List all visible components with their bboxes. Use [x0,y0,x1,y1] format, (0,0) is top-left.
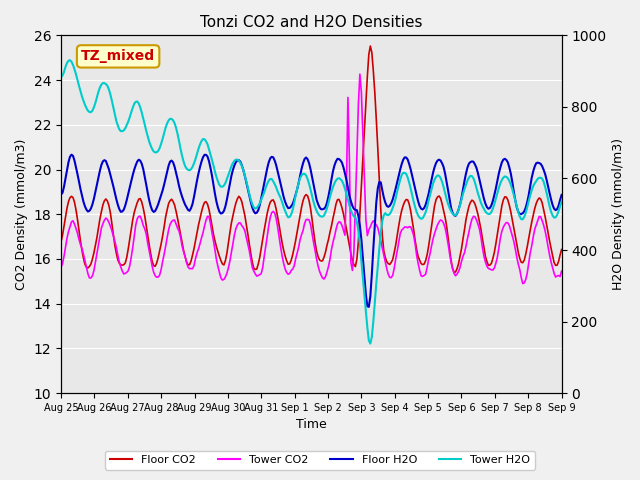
Y-axis label: CO2 Density (mmol/m3): CO2 Density (mmol/m3) [15,139,28,290]
Floor CO2 [338,205,346,211]
Floor H2O [169,159,177,165]
Line: Tower CO2: Tower CO2 [61,74,561,284]
Tower CO2 [474,221,482,227]
Floor CO2 [450,269,458,275]
Tower H2O [169,118,177,123]
Line: Floor H2O: Floor H2O [61,155,561,307]
Floor CO2 [63,205,71,211]
Tower H2O [66,57,74,63]
Tower CO2 [356,71,364,77]
Floor CO2 [207,214,214,220]
Floor CO2 [476,219,483,225]
Tower CO2 [207,221,214,227]
Title: Tonzi CO2 and H2O Densities: Tonzi CO2 and H2O Densities [200,15,422,30]
Tower CO2 [168,219,175,225]
Floor H2O [63,167,71,173]
Tower H2O [208,157,216,163]
Legend: Floor CO2, Tower CO2, Floor H2O, Tower H2O: Floor CO2, Tower CO2, Floor H2O, Tower H… [105,451,535,469]
Floor H2O [470,159,477,165]
Tower CO2 [557,268,565,274]
Floor H2O [208,172,216,178]
Tower CO2 [57,264,65,270]
Tower CO2 [519,281,527,287]
Floor CO2 [470,198,477,204]
Floor CO2 [168,196,175,202]
Floor CO2 [557,247,565,252]
Y-axis label: H2O Density (mmol/m3): H2O Density (mmol/m3) [612,138,625,290]
Floor H2O [68,152,76,157]
Tower H2O [340,181,348,187]
Floor CO2 [367,43,374,49]
Floor CO2 [57,239,65,245]
Tower H2O [367,341,374,347]
Floor H2O [57,192,65,197]
X-axis label: Time: Time [296,419,326,432]
Line: Floor CO2: Floor CO2 [61,46,561,272]
Tower H2O [557,199,565,204]
Floor H2O [476,177,483,182]
Text: TZ_mixed: TZ_mixed [81,49,155,63]
Tower CO2 [338,223,346,228]
Tower H2O [63,60,71,66]
Tower CO2 [468,216,476,222]
Tower CO2 [63,235,71,241]
Tower H2O [476,195,483,201]
Floor H2O [557,192,565,198]
Floor H2O [365,304,372,310]
Line: Tower H2O: Tower H2O [61,60,561,344]
Floor H2O [340,165,348,170]
Tower H2O [57,74,65,80]
Tower H2O [470,175,477,181]
